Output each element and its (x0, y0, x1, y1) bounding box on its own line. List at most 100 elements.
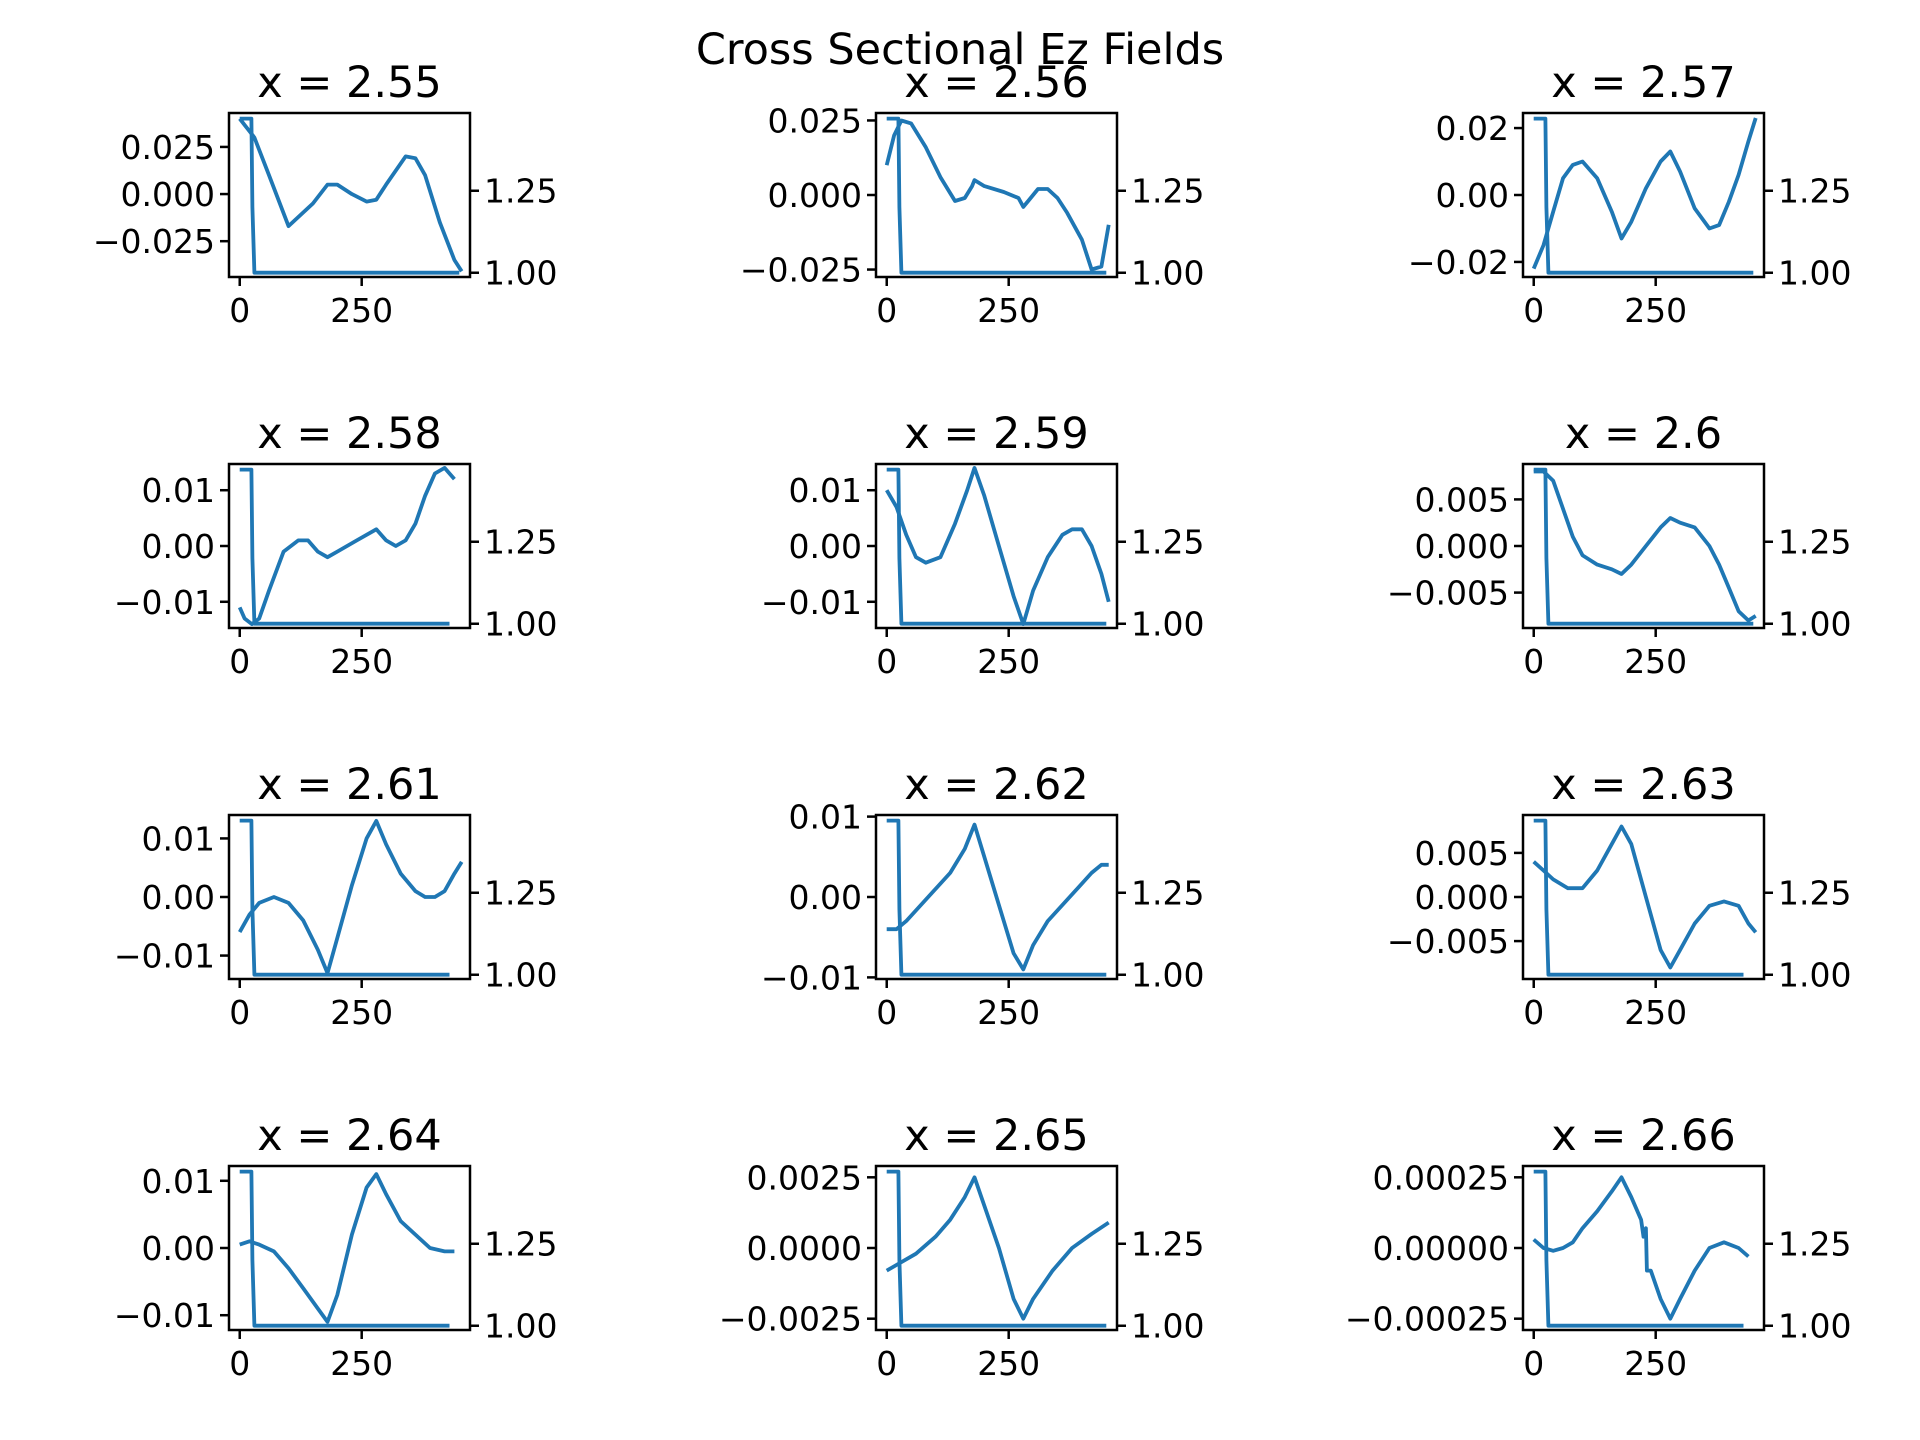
y-tick-label: 0.0000 (747, 1229, 862, 1268)
subplot-panel: x = 2.61 0.01 0.00 −0.01 1.25 1.00 0 250 (114, 760, 558, 1032)
series-line (1532, 824, 1758, 970)
x-tick-label: 0 (1523, 1344, 1544, 1383)
x-tick-label: 0 (876, 1344, 897, 1383)
y2-tick-label: 1.25 (484, 523, 557, 562)
y-tick-label: 0.000 (768, 176, 862, 215)
x-tick-label: 250 (1624, 642, 1687, 681)
y2-tick-label: 1.25 (1778, 1225, 1851, 1264)
series-line (885, 465, 1111, 626)
y-tick-label: −0.005 (1387, 922, 1509, 961)
subplot-title: x = 2.6 (1565, 409, 1722, 459)
secondary-series-line (239, 1169, 450, 1328)
secondary-series-line (239, 818, 450, 977)
subplot-panel: x = 2.65 0.0025 0.0000 −0.0025 1.25 1.00 0 250 (719, 1111, 1205, 1383)
y-tick-label: 0.000 (1415, 878, 1509, 917)
x-tick-label: 250 (1624, 1344, 1687, 1383)
y-tick-label: 0.025 (121, 128, 215, 167)
y2-tick-label: 1.00 (484, 956, 557, 995)
y2-tick-label: 1.00 (484, 254, 557, 293)
y2-tick-label: 1.25 (1131, 1225, 1204, 1264)
x-tick-label: 250 (1624, 291, 1687, 330)
y-tick-label: 0.01 (142, 819, 215, 858)
subplot-title: x = 2.64 (257, 1111, 442, 1161)
series-line (1533, 469, 1757, 623)
y2-tick-label: 1.00 (1131, 254, 1204, 293)
y2-tick-label: 1.00 (1131, 956, 1204, 995)
x-tick-label: 0 (876, 291, 897, 330)
x-tick-label: 250 (330, 993, 393, 1032)
x-tick-label: 0 (229, 291, 250, 330)
y-tick-label: 0.01 (142, 471, 215, 510)
y-tick-label: −0.025 (740, 251, 862, 290)
series-line (886, 822, 1109, 972)
y-tick-label: −0.005 (1387, 574, 1509, 613)
secondary-series-line (1533, 116, 1754, 275)
x-tick-label: 250 (1624, 993, 1687, 1032)
y-tick-label: −0.01 (761, 958, 862, 997)
x-tick-label: 250 (977, 642, 1040, 681)
y-tick-label: −0.01 (761, 583, 862, 622)
y2-tick-label: 1.00 (1778, 1307, 1851, 1346)
y2-tick-label: 1.00 (1778, 956, 1851, 995)
subplot-title: x = 2.55 (257, 58, 442, 108)
subplot-panel: x = 2.64 0.01 0.00 −0.01 1.25 1.00 0 250 (114, 1111, 558, 1383)
y-tick-label: 0.000 (1415, 527, 1509, 566)
y-tick-label: 0.00 (142, 527, 215, 566)
y-tick-label: 0.025 (768, 101, 862, 140)
subplot-panel: x = 2.58 0.01 0.00 −0.01 1.25 1.00 0 250 (114, 409, 558, 681)
y2-tick-label: 1.25 (1131, 874, 1204, 913)
x-tick-label: 250 (330, 1344, 393, 1383)
subplot-panel: x = 2.56 0.025 0.000 −0.025 1.25 1.00 0 250 (740, 58, 1205, 330)
subplot-title: x = 2.57 (1551, 58, 1736, 108)
y2-tick-label: 1.00 (1778, 605, 1851, 644)
y2-tick-label: 1.00 (484, 605, 557, 644)
y-tick-label: −0.0025 (719, 1300, 862, 1339)
x-tick-label: 0 (876, 993, 897, 1032)
y2-tick-label: 1.25 (1778, 172, 1851, 211)
y-tick-label: −0.01 (114, 937, 215, 976)
secondary-series-line (239, 467, 450, 626)
subplot-title: x = 2.56 (904, 58, 1089, 108)
y-tick-label: 0.00025 (1373, 1158, 1509, 1197)
subplot-title: x = 2.63 (1551, 760, 1736, 810)
subplot-title: x = 2.65 (904, 1111, 1089, 1161)
x-tick-label: 250 (977, 1344, 1040, 1383)
y-tick-label: 0.00 (789, 527, 862, 566)
x-tick-label: 0 (229, 642, 250, 681)
series-line (1532, 1175, 1750, 1321)
y-tick-label: 0.01 (789, 471, 862, 510)
secondary-series-line (886, 1169, 1107, 1328)
subplot-panel: x = 2.6 0.005 0.000 −0.005 1.25 1.00 0 250 (1387, 409, 1852, 681)
y-tick-label: 0.00 (789, 878, 862, 917)
x-tick-label: 250 (330, 291, 393, 330)
y2-tick-label: 1.00 (1778, 254, 1851, 293)
y2-tick-label: 1.00 (1131, 1307, 1204, 1346)
y2-tick-label: 1.25 (1131, 172, 1204, 211)
secondary-series-line (239, 116, 460, 275)
secondary-series-line (886, 818, 1107, 977)
secondary-series-line (1533, 1169, 1744, 1328)
subplot-title: x = 2.62 (904, 760, 1089, 810)
series-line (237, 465, 456, 626)
subplot-panel: x = 2.66 0.00025 0.00000 −0.00025 1.25 1.00 0 2… (1345, 1111, 1852, 1383)
y-tick-label: −0.02 (1408, 243, 1509, 282)
y-tick-label: 0.005 (1415, 480, 1509, 519)
y-tick-label: −0.025 (93, 222, 215, 261)
y-tick-label: 0.000 (121, 175, 215, 214)
x-tick-label: 250 (330, 642, 393, 681)
x-tick-label: 250 (977, 993, 1040, 1032)
x-tick-label: 250 (977, 291, 1040, 330)
x-tick-label: 0 (229, 1344, 250, 1383)
y2-tick-label: 1.00 (484, 1307, 557, 1346)
secondary-series-line (886, 467, 1107, 626)
x-tick-label: 0 (1523, 993, 1544, 1032)
y2-tick-label: 1.00 (1131, 605, 1204, 644)
secondary-series-line (1533, 467, 1754, 626)
figure-title: Cross Sectional Ez Fields (696, 25, 1224, 75)
series-line (238, 819, 464, 975)
y-tick-label: 0.005 (1415, 834, 1509, 873)
x-tick-label: 0 (1523, 291, 1544, 330)
series-line (238, 117, 464, 273)
